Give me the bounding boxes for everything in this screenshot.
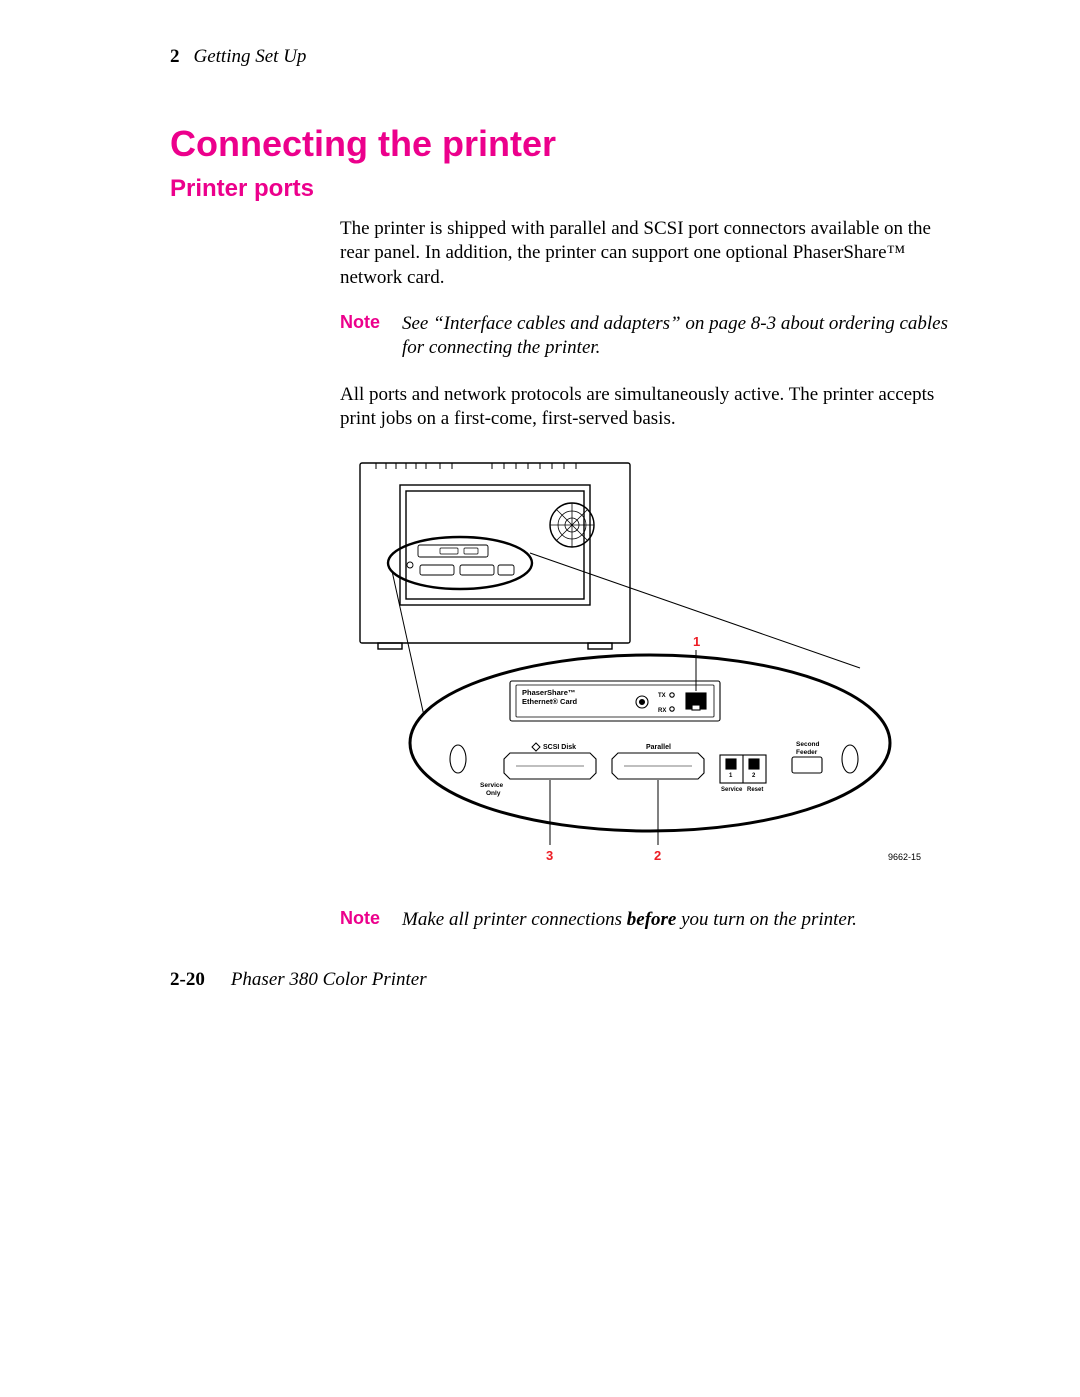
callout-2: 2 [654, 848, 661, 863]
callout-1: 1 [693, 634, 700, 649]
fig-label-sw1: Service [721, 787, 743, 793]
figure-svg: PhaserShare™ Ethernet® Card TX RX [340, 453, 960, 873]
fig-label-feeder2: Feeder [796, 749, 818, 756]
note-label: Note [340, 312, 402, 361]
note-2-bold: before [627, 909, 677, 930]
note-1-text: See “Interface cables and adapters” on p… [402, 312, 950, 361]
body-column: The printer is shipped with parallel and… [340, 217, 950, 431]
page-number: 2-20 [170, 969, 205, 990]
fig-label-tx: TX [658, 693, 666, 699]
fig-label-rx: RX [658, 708, 666, 714]
note-2: Note Make all printer connections before… [340, 908, 950, 932]
fig-label-sw2: Reset [747, 787, 763, 793]
fig-label-card2: Ethernet® Card [522, 697, 578, 706]
paragraph-2: All ports and network protocols are simu… [340, 383, 950, 432]
chapter-title: Getting Set Up [194, 46, 307, 67]
fig-label-serviceonly2: Only [486, 790, 501, 797]
fig-label-serviceonly1: Service [480, 782, 504, 789]
note-2-post: you turn on the printer. [676, 909, 857, 930]
printer-ports-figure: PhaserShare™ Ethernet® Card TX RX [340, 453, 960, 878]
section-title: Connecting the printer [170, 123, 965, 165]
subsection-title: Printer ports [170, 175, 965, 203]
page-footer: 2-20 Phaser 380 Color Printer [170, 969, 427, 991]
book-title: Phaser 380 Color Printer [231, 969, 427, 990]
note-1: Note See “Interface cables and adapters”… [340, 312, 950, 361]
callout-3: 3 [546, 848, 553, 863]
fig-label-card1: PhaserShare™ [522, 688, 575, 697]
note-label-2: Note [340, 908, 402, 932]
figure-id: 9662-15 [888, 852, 921, 862]
fig-label-parallel: Parallel [646, 744, 671, 751]
page: 2 Getting Set Up Connecting the printer P… [0, 0, 1080, 1397]
paragraph-1: The printer is shipped with parallel and… [340, 217, 950, 290]
fig-label-scsi: SCSI Disk [543, 744, 576, 751]
fig-label-feeder1: Second [796, 741, 820, 748]
running-header: 2 Getting Set Up [170, 46, 965, 68]
note-2-pre: Make all printer connections [402, 909, 627, 930]
chapter-number: 2 [170, 46, 180, 67]
body-column-2: Note Make all printer connections before… [340, 908, 950, 932]
note-2-text: Make all printer connections before you … [402, 908, 857, 932]
